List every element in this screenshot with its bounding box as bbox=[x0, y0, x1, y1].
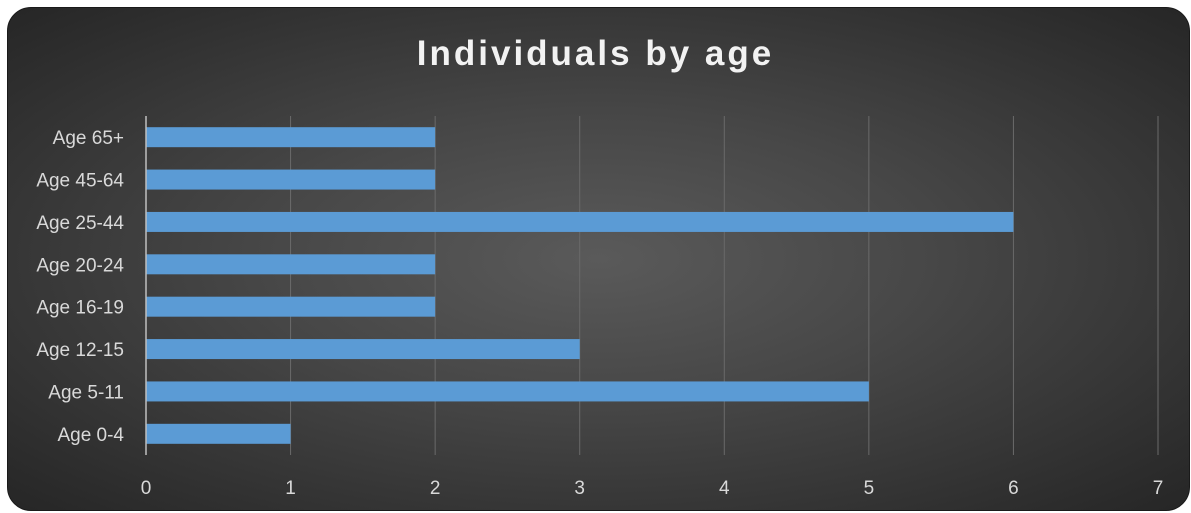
bar-age-65- bbox=[146, 127, 436, 148]
category-label: Age 20-24 bbox=[36, 255, 124, 276]
chart-title: Individuals by age bbox=[416, 34, 775, 73]
bars bbox=[146, 127, 1014, 444]
category-label: Age 45-64 bbox=[36, 171, 124, 192]
x-tick-label: 1 bbox=[285, 478, 296, 499]
x-tick-label: 0 bbox=[141, 478, 152, 499]
category-label: Age 12-15 bbox=[36, 340, 124, 361]
bar-age-16-19 bbox=[146, 296, 436, 317]
x-tick-label: 2 bbox=[430, 478, 441, 499]
category-label: Age 25-44 bbox=[36, 213, 124, 234]
gridlines bbox=[290, 116, 1159, 455]
x-tick-label: 4 bbox=[719, 478, 730, 499]
category-labels: Age 0-4 Age 5-11 Age 12-15 Age 16-19 Age 20-… bbox=[36, 128, 124, 446]
category-label: Age 0-4 bbox=[57, 425, 124, 446]
bar-age-45-64 bbox=[146, 169, 436, 190]
bar-age-20-24 bbox=[146, 254, 436, 275]
category-label: Age 16-19 bbox=[36, 298, 124, 319]
bar-age-12-15 bbox=[146, 339, 580, 360]
bar-age-0-4 bbox=[146, 423, 291, 444]
bar-age-5-11 bbox=[146, 381, 869, 402]
x-tick-label: 7 bbox=[1153, 478, 1164, 499]
x-tick-label: 6 bbox=[1008, 478, 1019, 499]
x-tick-label: 5 bbox=[864, 478, 875, 499]
bar-age-25-44 bbox=[146, 211, 1014, 232]
category-label: Age 5-11 bbox=[48, 382, 124, 403]
category-label: Age 65+ bbox=[53, 128, 124, 149]
x-tick-labels: 0 1 2 3 4 5 6 7 bbox=[141, 478, 1164, 499]
x-tick-label: 3 bbox=[574, 478, 585, 499]
